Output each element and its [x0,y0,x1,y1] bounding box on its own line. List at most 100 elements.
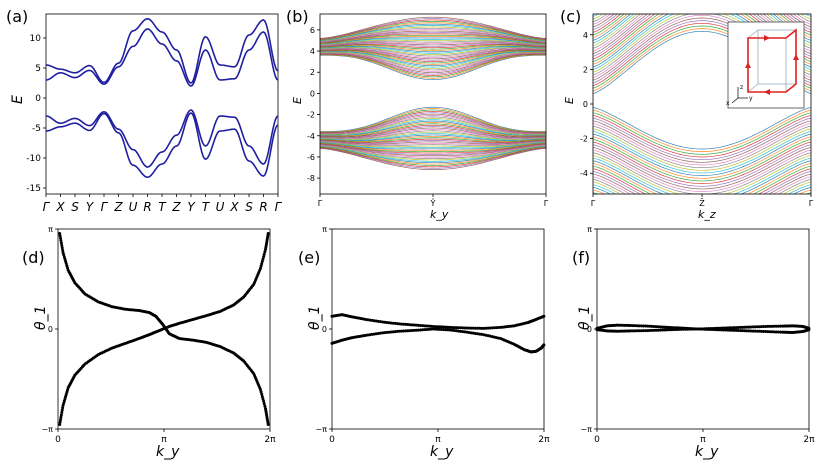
panel-a-xtick-label: Y [187,200,196,214]
panel-b-valence-band [320,142,546,150]
panel-f-point [681,327,685,331]
panel-f-point [741,325,745,329]
panel-f-point [711,326,715,330]
panel-d-point [58,422,62,426]
panel-b-conduction-band [320,54,546,79]
panel-b-valence-band [320,115,546,135]
panel-f-point [703,327,707,331]
panel-f-point [768,324,772,328]
panel-f-point [688,327,692,331]
panel-b-valence-band [320,138,546,144]
panel-b-valence-band [320,116,546,135]
panel-f-point [629,324,633,327]
panel-c-upper-band [593,0,811,8]
panel-f-point [644,329,647,333]
panel-c-lower-band [593,171,811,194]
panel-f-point [719,326,723,330]
panel-f-point [728,326,732,330]
panel-e-series-0 [330,313,546,330]
panel-d-point [59,241,63,245]
panel-d-point [266,422,270,426]
panel-b-valence-band [320,145,546,161]
panel-d-point [61,248,65,252]
panel-b-conduction-band [320,44,546,50]
panel-c-inset-cube-edge [747,29,759,39]
panel-b-valence-band [320,129,546,139]
panel-c-lower-band [593,160,811,194]
panel-c-upper-band [593,14,811,15]
panel-b-conduction-band [320,50,546,67]
panel-d-point [258,387,262,391]
panel-d-point [58,420,62,424]
panel-b-xtick-label: Ŷ [430,197,436,208]
panel-b-conduction-band [320,41,546,46]
panel-b-valence-band [320,142,546,151]
panel-f-point [755,329,759,333]
panel-c-lower-band [593,155,811,194]
panel-c-ytick-label: 2 [583,65,588,74]
panel-f-point [662,328,666,332]
panel-c-inset-arrow [745,62,751,68]
panel-b-ytick-label: -6 [307,153,315,162]
panel-c-lower-band [593,125,811,168]
panel-d-point [58,232,62,236]
panel-a-xtick-label: T [202,200,211,214]
panel-e-point [465,326,469,330]
panel-f-point [749,325,753,329]
panel-f-point [747,325,751,329]
panel-c-lower-band [593,133,811,176]
panel-d-point [60,411,64,415]
panel-a-ytick-label: 0 [35,94,41,104]
panel-b-valence-band [320,141,546,147]
panel-b-xtick-label: Γ [318,199,323,208]
panel-b-ytick-label: 2 [310,68,315,77]
panel-f-point [667,328,671,332]
panel-b-valence-band [320,148,546,171]
panel-a-ytick-label: -15 [26,184,41,194]
panel-c-inset-axis-x [731,97,739,104]
panel-b-valence-band [320,145,546,159]
panel-e-point [459,326,463,330]
panel-b-valence-band [320,130,546,140]
panel-b-conduction-band [320,32,546,43]
panel-b-ytick-label: 6 [310,26,315,35]
panel-e-point [469,326,473,330]
panel-f-point [772,324,776,328]
panel-b-valence-band [320,109,546,133]
panel-e-point [467,326,471,330]
panel-a-ylabel: E [10,95,26,104]
panel-a-xtick-label: R [259,200,267,214]
panel-b-ytick-label: 0 [310,89,315,98]
panel-b-conduction-band [320,49,546,61]
panel-f-point [694,327,698,331]
panel-f-point [728,328,732,332]
panel-f-point [641,324,645,328]
panel-f-point [646,329,650,333]
panel-f-point [639,329,643,333]
panel-f-point [732,326,736,330]
panel-f-point [755,325,759,329]
panel-c-upper-band [593,14,811,44]
panel-f-point [646,324,650,328]
panel-c-lower-band [593,149,811,192]
panel-f-point [639,324,643,328]
panel-e-point [457,326,461,330]
panel-b-conduction-band [320,27,546,42]
panel-f-point [734,328,738,332]
panel-b-valence-band [320,122,546,137]
panel-c-lower-band [593,168,811,194]
panel-a-xtick-label: U [216,200,225,214]
panel-c-lower-band [593,139,811,182]
panel-f-point [713,326,717,330]
panel-f-point [743,325,747,329]
panel-f-point [700,327,704,331]
panel-b-ytick-label: 4 [310,47,315,56]
panel-f-point [768,330,772,334]
panel-f-point [698,327,702,331]
panel-b-conduction-band [320,49,546,62]
panel-f-point [757,329,761,333]
panel-f-point [807,326,811,330]
panel-e-ytick-label: π [322,225,327,234]
panel-e-ytick-label: 0 [322,325,327,334]
panel-d-series-0 [58,232,270,426]
